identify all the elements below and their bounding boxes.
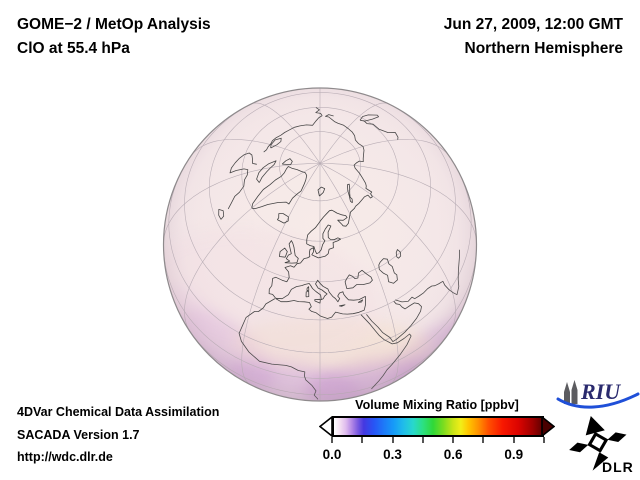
limb-shading <box>163 88 477 401</box>
assimilation-label: 4DVar Chemical Data Assimilation <box>17 405 220 419</box>
globe-rim <box>162 87 478 402</box>
instrument-title: GOME−2 / MetOp Analysis <box>17 16 211 33</box>
plot-title-block: GOME−2 / MetOp Analysis ClO at 55.4 hPa <box>17 13 211 61</box>
colorbar-tick <box>482 437 485 443</box>
species-level-title: ClO at 55.4 hPa <box>17 40 130 57</box>
colorbar-tick-label: 0.6 <box>443 447 463 462</box>
colorbar-title: Volume Mixing Ratio [ppbv] <box>355 398 519 412</box>
colorbar-overflow-arrow <box>541 416 555 437</box>
colorbar-tick <box>421 437 424 443</box>
riu-logo-text: RIU <box>580 379 621 404</box>
riu-swoosh <box>556 392 640 409</box>
colorbar-tick-label: 0.0 <box>322 447 342 462</box>
dlr-mark-icon <box>569 416 627 471</box>
colorbar-tick <box>543 437 545 443</box>
plot-datetime-block: Jun 27, 2009, 12:00 GMT Northern Hemisph… <box>444 13 623 61</box>
dlr-logo-text: DLR <box>602 459 634 475</box>
url-label: http://wdc.dlr.de <box>17 450 113 464</box>
colorbar-tick <box>512 437 515 443</box>
hemisphere-label: Northern Hemisphere <box>464 40 623 57</box>
cathedral-icon <box>564 380 578 404</box>
colorbar-tick <box>331 437 333 443</box>
colorbar-bar-row <box>319 416 555 444</box>
colorbar: Volume Mixing Ratio [ppbv] 0.0 0.3 0.6 0.9 <box>319 398 555 463</box>
colorbar-tick <box>391 437 394 443</box>
colorbar-tick-label: 0.3 <box>383 447 402 462</box>
colorbar-gradient <box>332 416 544 437</box>
colorbar-underflow-arrow <box>319 416 333 437</box>
datetime-label: Jun 27, 2009, 12:00 GMT <box>443 16 623 33</box>
colorbar-tick <box>452 437 455 443</box>
credits-block: 4DVar Chemical Data Assimilation SACADA … <box>17 401 219 469</box>
colorbar-tick-label: 0.9 <box>504 447 524 462</box>
version-label: SACADA Version 1.7 <box>17 427 140 442</box>
riu-logo: RIU <box>556 377 640 413</box>
colorbar-tick <box>361 437 364 443</box>
dlr-logo: DLR <box>566 413 634 479</box>
colorbar-labels: 0.0 0.3 0.6 0.9 <box>319 447 555 463</box>
